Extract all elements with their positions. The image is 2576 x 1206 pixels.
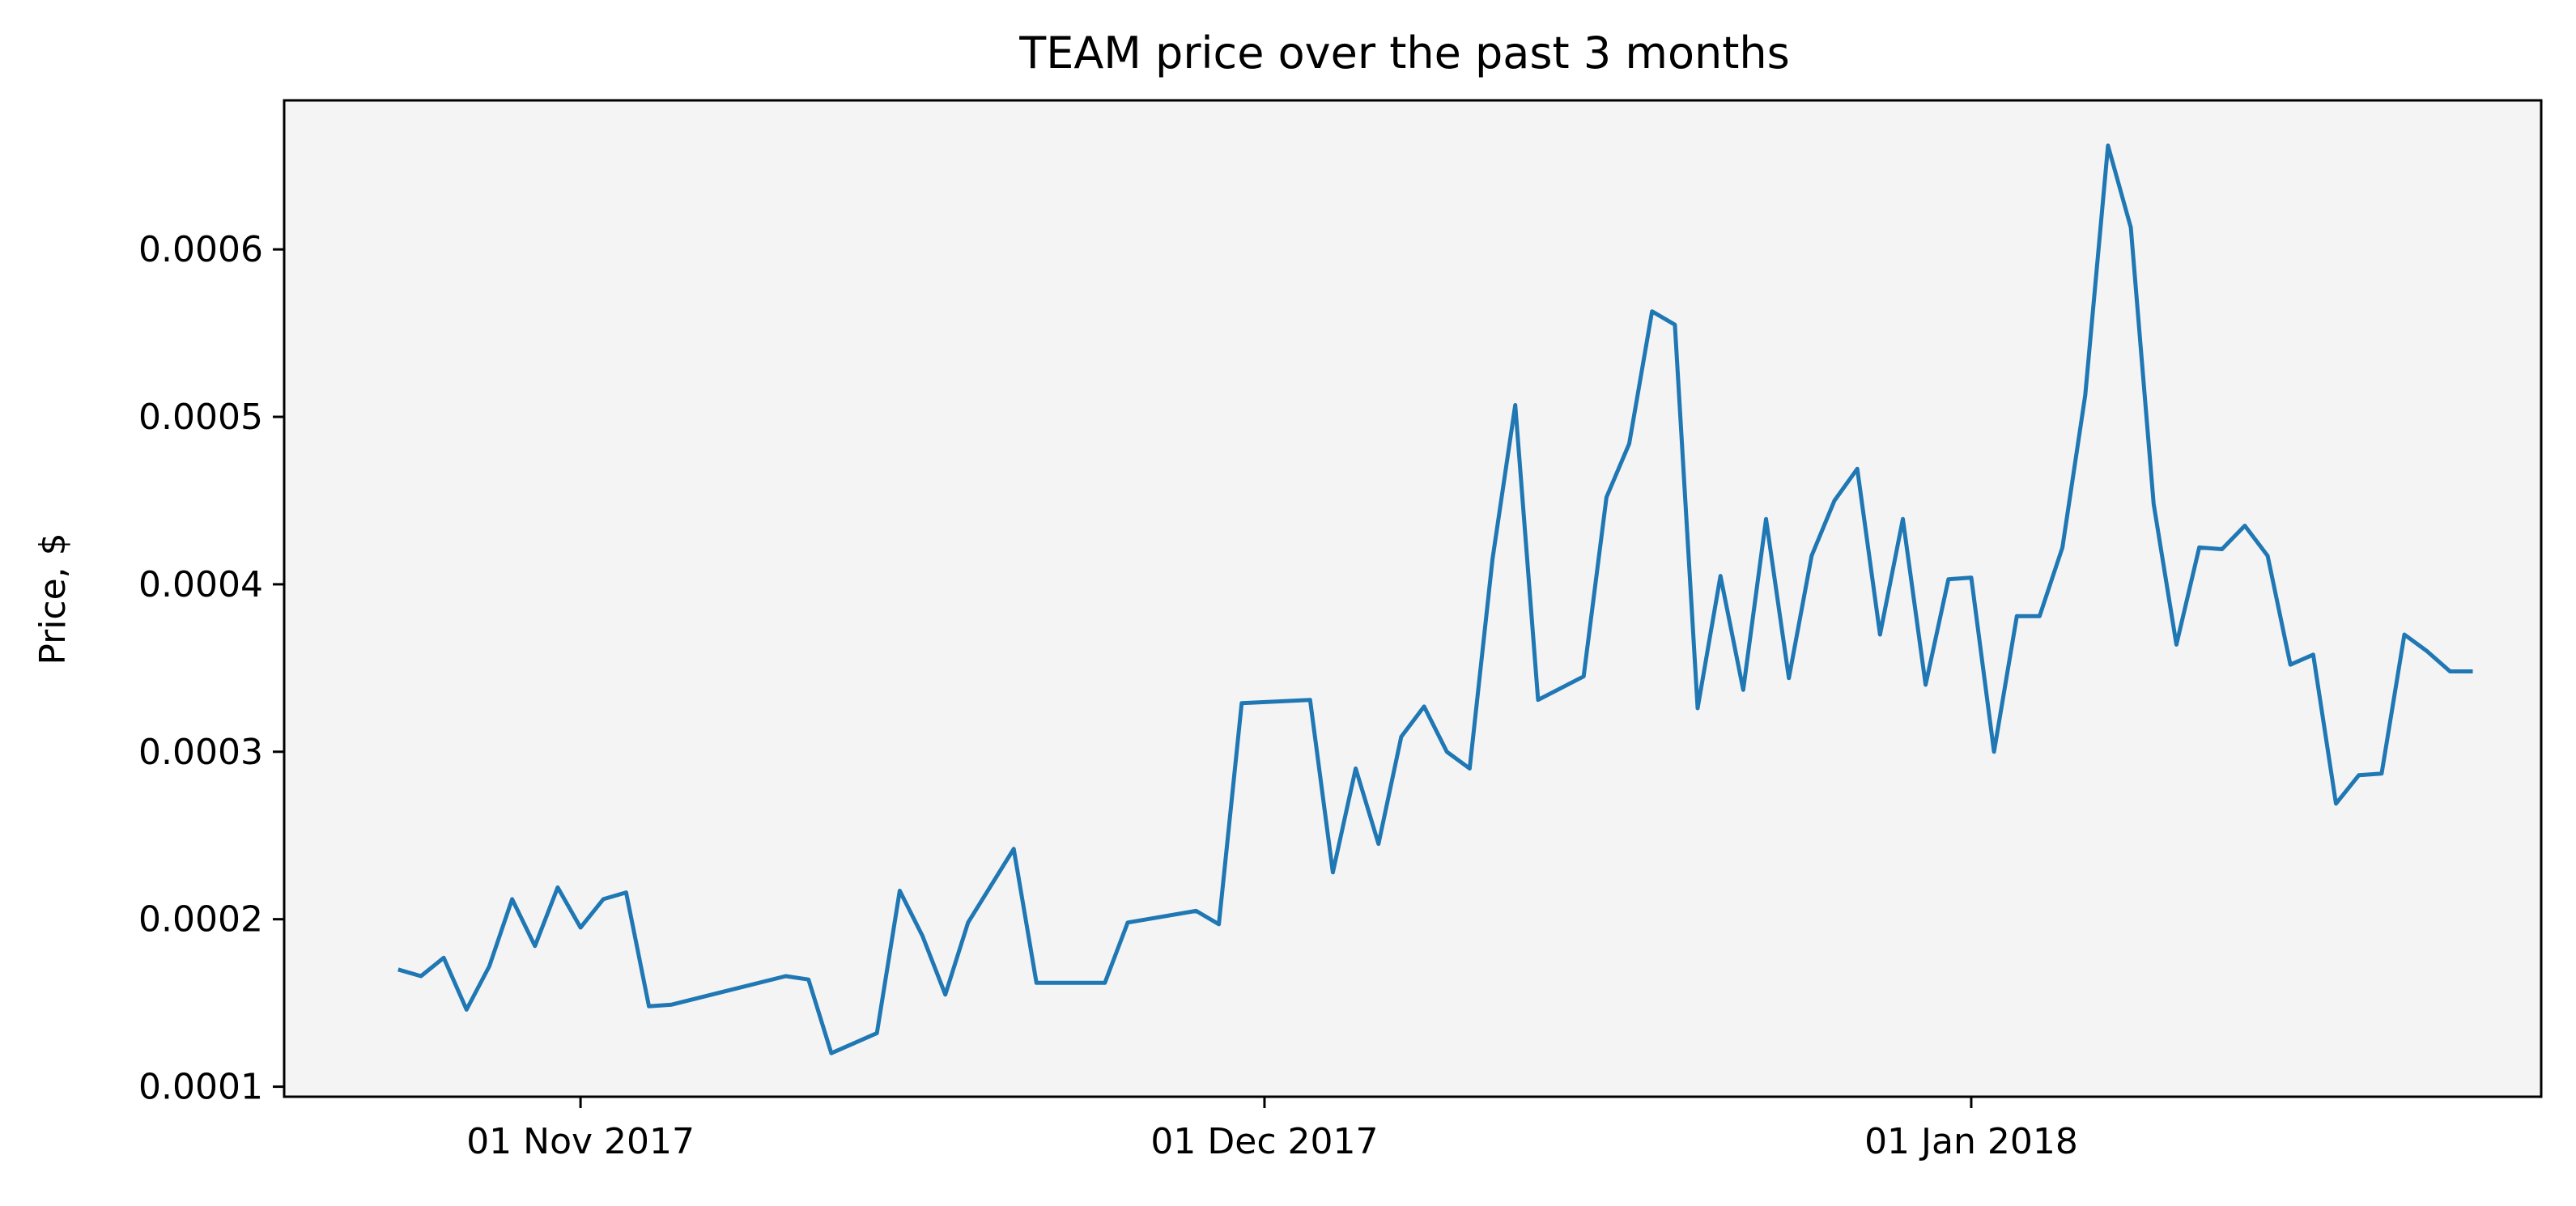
plot-area	[284, 100, 2541, 1097]
x-tick-label: 01 Nov 2017	[466, 1121, 695, 1162]
x-tick-label: 01 Jan 2018	[1864, 1121, 2078, 1162]
y-axis-ticks: 0.0001 0.0002 0.0003 0.0004 0.0005 0.0006	[138, 229, 284, 1108]
y-tick-label: 0.0002	[138, 899, 263, 941]
price-series-line	[397, 143, 2473, 1055]
y-tick-label: 0.0005	[138, 397, 263, 438]
plot-frame	[283, 99, 2543, 1098]
y-tick-label: 0.0006	[138, 229, 263, 270]
y-tick-label: 0.0004	[138, 564, 263, 605]
y-tick-label: 0.0001	[138, 1067, 263, 1108]
x-axis-ticks: 01 Nov 2017 01 Dec 2017 01 Jan 2018	[466, 1097, 2078, 1162]
y-tick-label: 0.0003	[138, 732, 263, 773]
x-tick-label: 01 Dec 2017	[1150, 1121, 1378, 1162]
y-axis-title: Price, $	[32, 533, 74, 665]
chart-title: TEAM price over the past 3 months	[1018, 28, 1790, 79]
